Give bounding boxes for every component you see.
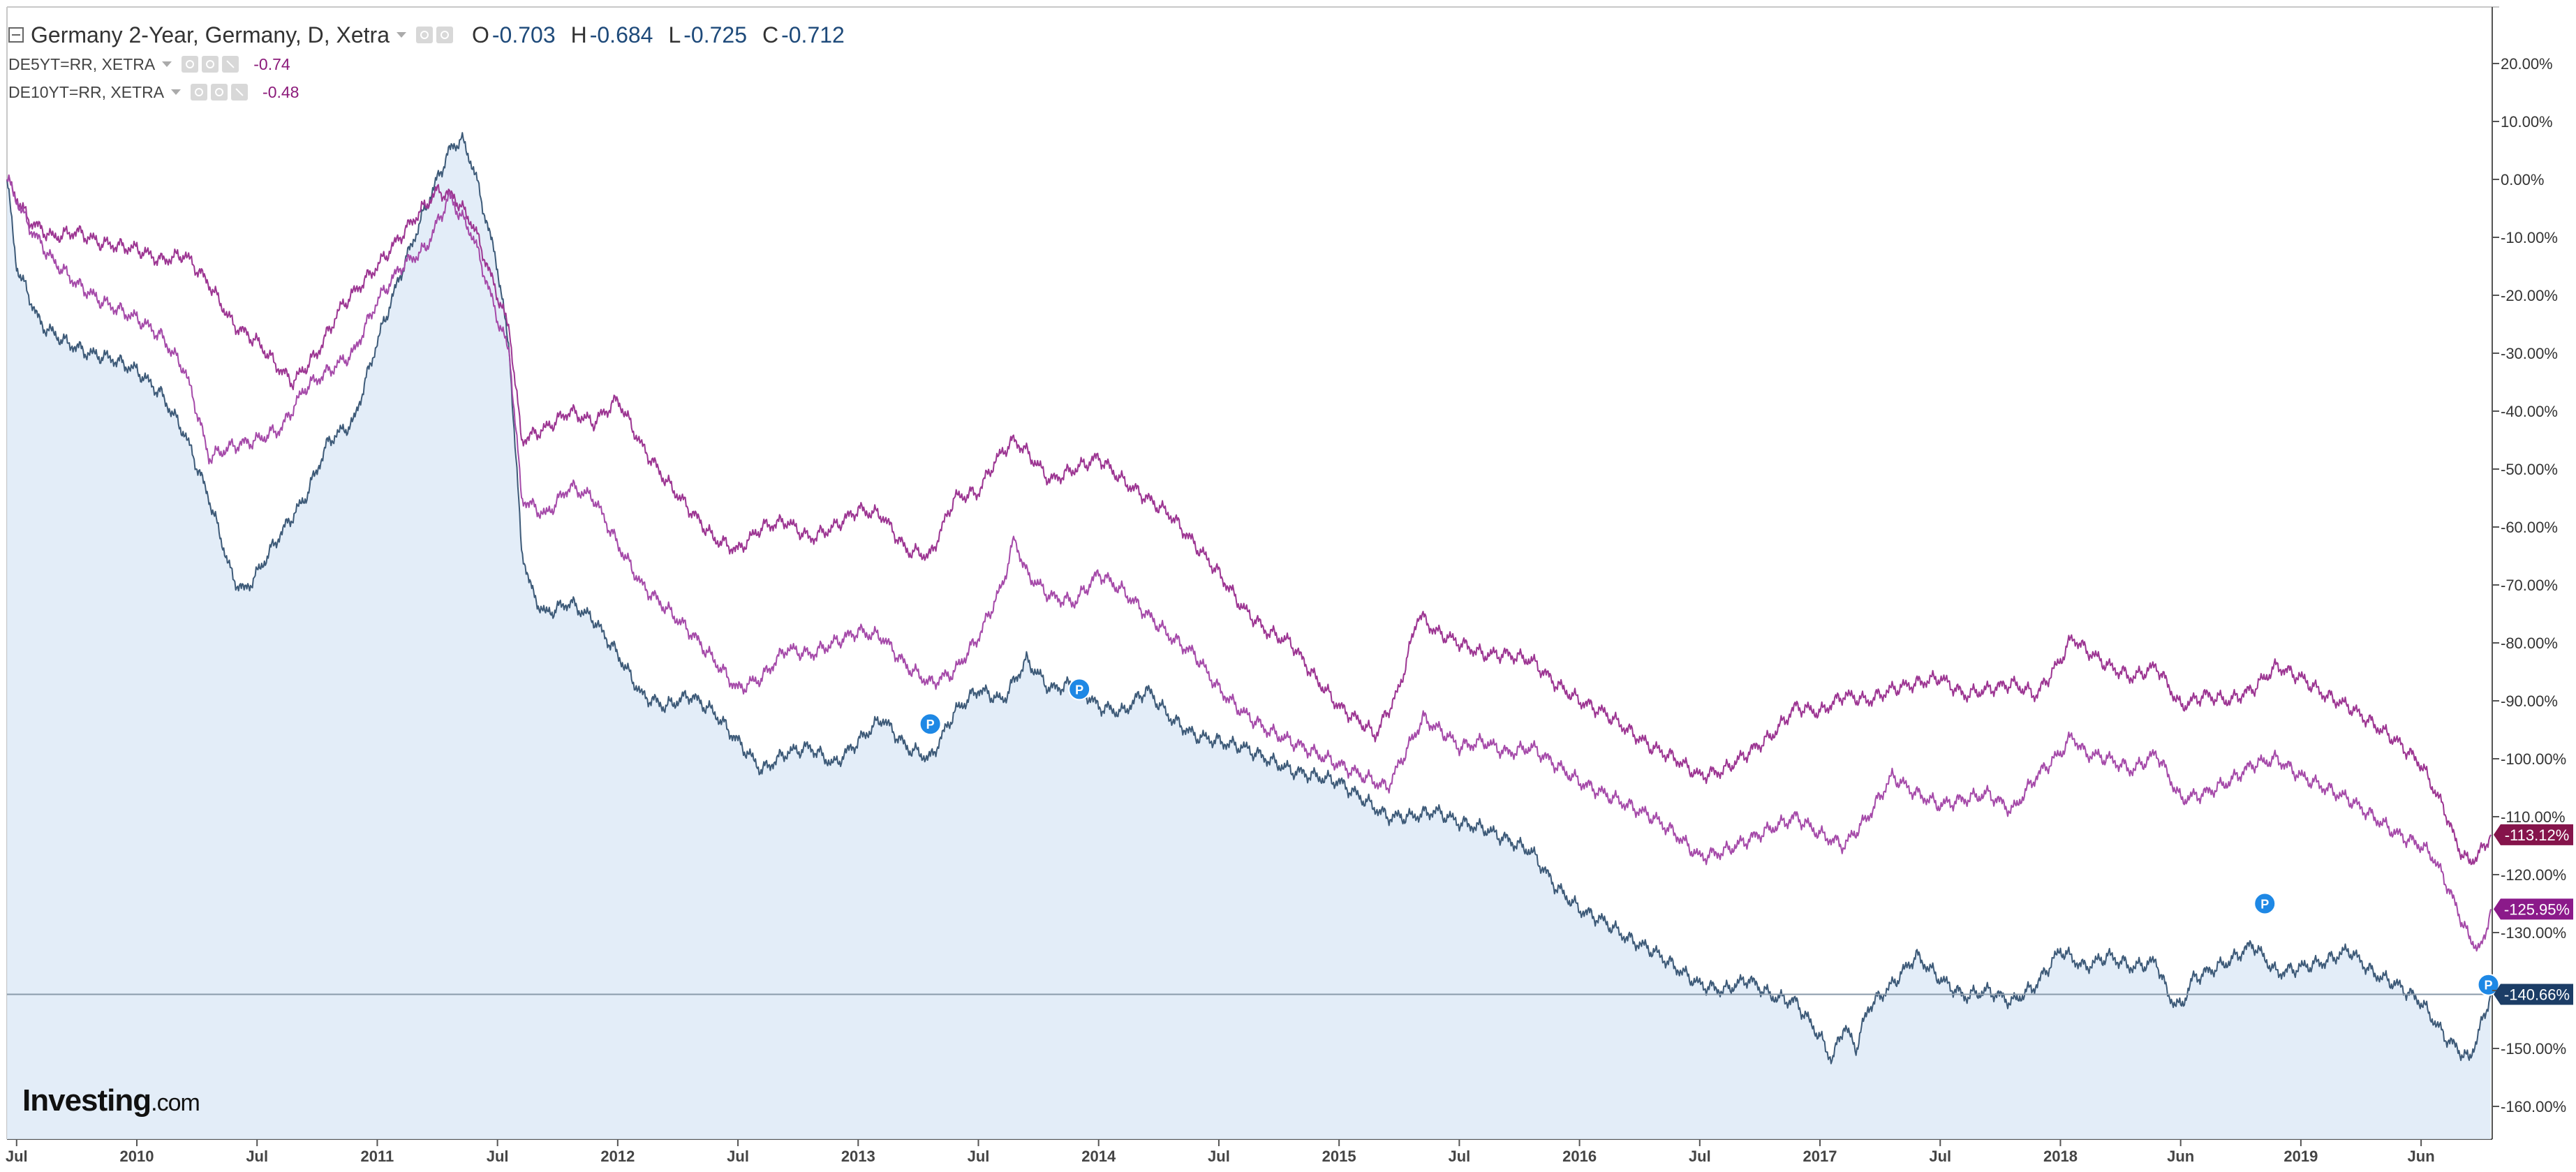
- y-tick-label: 20.00%: [2501, 55, 2553, 73]
- chevron-down-icon[interactable]: [162, 61, 172, 67]
- x-tick-label: Jul: [1448, 1148, 1470, 1165]
- marker-label: P: [2260, 898, 2269, 912]
- tag-background: [2494, 898, 2573, 920]
- x-tick-label: Jul: [968, 1148, 990, 1165]
- open-value: -0.703: [491, 22, 556, 47]
- chevron-down-icon[interactable]: [396, 32, 406, 38]
- y-tick-label: -10.00%: [2501, 229, 2558, 246]
- main-series-title[interactable]: Germany 2-Year, Germany, D, Xetra: [31, 22, 390, 47]
- logo-text: Investing: [22, 1083, 151, 1118]
- de5-last-value-tag: -125.95%: [2494, 898, 2573, 920]
- y-tick-label: -150.00%: [2501, 1040, 2566, 1058]
- x-tick-label: Jul: [487, 1148, 509, 1165]
- chevron-down-icon[interactable]: [171, 89, 182, 95]
- x-tick-label: 2019: [2283, 1148, 2318, 1165]
- gear-icon[interactable]: [211, 84, 228, 101]
- tag-background: [2494, 984, 2573, 1005]
- y-tick-label: 10.00%: [2501, 113, 2553, 131]
- x-tick-label: 2010: [120, 1148, 154, 1165]
- main-series-legend: Germany 2-Year, Germany, D, Xetra O -0.70…: [8, 20, 845, 50]
- x-tick-label: Jul: [1689, 1148, 1711, 1165]
- settings-icon[interactable]: [415, 27, 433, 43]
- gear-icon[interactable]: [202, 56, 219, 73]
- collapse-icon[interactable]: [8, 27, 24, 43]
- investing-logo: Investing.com: [22, 1083, 200, 1118]
- y-tick-label: -80.00%: [2501, 635, 2558, 652]
- tag-background: [2494, 824, 2573, 845]
- de5-series-legend: DE5YT=RR, XETRA -0.74: [8, 50, 845, 78]
- settings-icon[interactable]: [191, 84, 208, 101]
- x-tick-label: 2011: [361, 1148, 394, 1165]
- marker-badge: [919, 713, 942, 736]
- marker-label: P: [2485, 979, 2493, 993]
- pinned-marker: P: [1068, 678, 1091, 701]
- x-tick-label: Jun: [2408, 1148, 2435, 1165]
- settings-icon[interactable]: [182, 56, 199, 73]
- marker-label: P: [926, 718, 935, 732]
- de2-series-area: [7, 133, 2491, 1140]
- tag-label: -125.95%: [2504, 900, 2570, 918]
- close-value: -0.712: [781, 22, 845, 47]
- x-tick-label: 2013: [841, 1148, 875, 1165]
- close-label: C: [762, 22, 779, 47]
- logo-suffix: .com: [151, 1090, 200, 1116]
- x-tick-label: 2015: [1322, 1148, 1356, 1165]
- high-value: -0.684: [589, 22, 653, 47]
- y-tick-label: -110.00%: [2501, 808, 2566, 826]
- y-tick-label: -70.00%: [2501, 577, 2558, 594]
- tag-label: -140.66%: [2504, 986, 2570, 1003]
- y-tick-label: -160.00%: [2501, 1098, 2566, 1115]
- x-tick-label: 2017: [1803, 1148, 1837, 1165]
- open-label: O: [471, 22, 489, 47]
- high-label: H: [570, 22, 587, 47]
- y-tick-label: -40.00%: [2501, 403, 2558, 420]
- y-tick-label: -50.00%: [2501, 461, 2558, 478]
- y-tick-label: 0.00%: [2501, 171, 2544, 188]
- low-label: L: [668, 22, 681, 47]
- de10-last-value-tag: -113.12%: [2494, 824, 2573, 845]
- y-tick-label: -20.00%: [2501, 287, 2558, 304]
- x-tick-label: 2012: [600, 1148, 635, 1165]
- pinned-marker: P: [2253, 892, 2277, 915]
- y-tick-label: -60.00%: [2501, 519, 2558, 536]
- x-tick-label: 2016: [1562, 1148, 1597, 1165]
- gear-icon[interactable]: [436, 27, 453, 43]
- de2-series-line: [6, 132, 2492, 1065]
- x-tick-label: Jun: [2167, 1148, 2194, 1165]
- x-tick-label: 2018: [2043, 1148, 2078, 1165]
- de2-last-value-tag: -140.66%: [2494, 984, 2573, 1005]
- de10-series-value: -0.48: [262, 82, 299, 101]
- x-tick-label: Jul: [1929, 1148, 1951, 1165]
- y-tick-label: -30.00%: [2501, 345, 2558, 362]
- x-tick-label: 2014: [1081, 1148, 1116, 1165]
- marker-badge: [1068, 678, 1091, 701]
- y-tick-label: -120.00%: [2501, 866, 2566, 884]
- marker-label: P: [1075, 683, 1083, 697]
- tag-label: -113.12%: [2505, 826, 2570, 844]
- low-value: -0.725: [683, 22, 747, 47]
- de10-series-line: [6, 174, 2492, 866]
- de5-series-name[interactable]: DE5YT=RR, XETRA: [8, 54, 156, 73]
- y-tick-label: -130.00%: [2501, 924, 2566, 942]
- de10-series-legend: DE10YT=RR, XETRA -0.48: [8, 78, 845, 106]
- x-tick-label: Jul: [6, 1148, 28, 1165]
- de10-series-name[interactable]: DE10YT=RR, XETRA: [8, 82, 165, 101]
- x-tick-label: Jul: [727, 1148, 749, 1165]
- de5-series-value: -0.74: [253, 54, 290, 73]
- pinned-marker: P: [919, 713, 942, 736]
- x-tick-label: Jul: [246, 1148, 268, 1165]
- y-tick-label: -90.00%: [2501, 692, 2558, 710]
- marker-badge: [2253, 892, 2277, 915]
- de5-series-line: [6, 175, 2492, 952]
- x-tick-label: Jul: [1208, 1148, 1230, 1165]
- y-tick-label: -100.00%: [2501, 750, 2566, 768]
- close-icon[interactable]: [222, 56, 239, 73]
- close-icon[interactable]: [231, 84, 249, 101]
- chart-legend: Germany 2-Year, Germany, D, Xetra O -0.70…: [8, 20, 845, 106]
